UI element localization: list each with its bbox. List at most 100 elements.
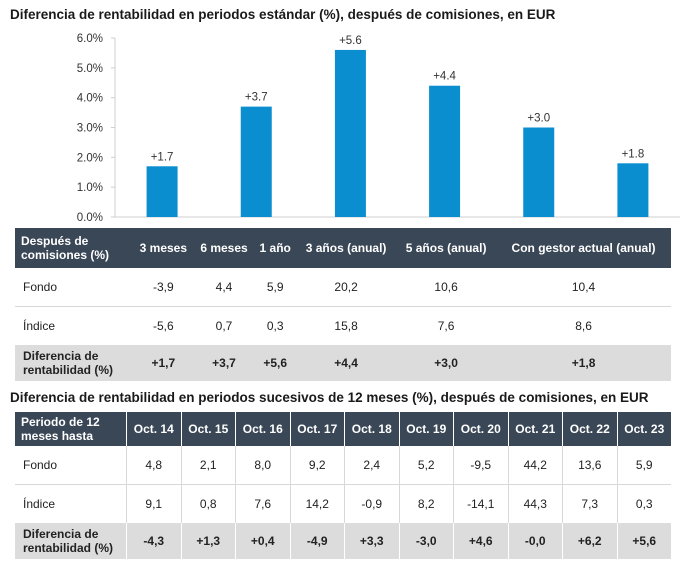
table-header-cell: 5 años (anual) <box>396 228 497 268</box>
table-cell: 5,9 <box>616 446 671 485</box>
table-cell: 7,6 <box>235 484 290 523</box>
data-label: +1.7 <box>151 151 174 163</box>
row-label: Índice <box>15 484 127 523</box>
bar <box>240 106 272 217</box>
table-cell: 8,0 <box>235 446 290 485</box>
data-label: +3.0 <box>527 113 550 125</box>
table-cell: -9,5 <box>453 446 508 485</box>
table-cell: +5,6 <box>254 345 297 381</box>
table-cell: 20,2 <box>334 280 358 294</box>
bar-chart: 0.0% 1.0% 2.0% 3.0% 4.0% 5.0% 6.0% +1.7 +3.7 +5.6… <box>77 33 680 224</box>
table-cell: +3,3 <box>344 523 399 559</box>
row-label: Índice <box>15 306 133 345</box>
table-cell: 0,3 <box>616 484 671 523</box>
table-cell: -3,0 <box>398 523 454 559</box>
table-cell: +1,7 <box>133 345 194 381</box>
table-header-cell: Oct. 19 <box>398 412 454 446</box>
table-cell: +1,8 <box>496 345 671 381</box>
table-row-indice: Índice -5,6 0,7 0,3 15,8 7,6 8,6 <box>15 306 671 345</box>
table-header-cell: Oct. 17 <box>289 412 345 446</box>
table-cell: -3,9 <box>152 280 174 294</box>
table-cell: 7,3 <box>562 484 617 523</box>
rolling-periods-table: Periodo de 12 meses hasta Oct. 14 Oct. 1… <box>15 412 671 559</box>
table-cell: -0,9 <box>344 484 399 523</box>
data-label: +5.6 <box>339 35 362 47</box>
y-tick-label: 3.0% <box>77 123 103 135</box>
table-cell: +5,6 <box>616 523 671 559</box>
table-header-cell: 6 meses <box>193 228 255 268</box>
table-cell: 13,6 <box>562 446 617 485</box>
table-cell: 44,2 <box>507 446 563 485</box>
table-row-diferencia: Diferencia de rentabilidad (%) -4,3 +1,3… <box>15 523 671 559</box>
y-tick-label: 2.0% <box>77 152 103 164</box>
table-cell: 5,2 <box>398 446 454 485</box>
table-cell: 4,8 <box>126 446 181 485</box>
data-label: +3.7 <box>245 92 268 104</box>
bar <box>429 85 461 217</box>
bar <box>523 127 555 217</box>
table-cell: 14,2 <box>289 484 345 523</box>
table-header-cell: Oct. 18 <box>344 412 399 446</box>
bar <box>334 49 366 217</box>
y-tick-label: 1.0% <box>77 182 103 194</box>
row-label: Diferencia de rentabilidad (%) <box>15 345 133 381</box>
y-tick-label: 6.0% <box>77 33 103 45</box>
data-label: +4.4 <box>433 71 456 83</box>
table-cell: 0,3 <box>254 306 297 345</box>
row-label: Fondo <box>23 280 58 294</box>
table-cell: 5,9 <box>266 280 284 294</box>
bar <box>146 166 178 217</box>
table-cell: 15,8 <box>296 306 397 345</box>
table-header-cell: 3 meses <box>133 228 194 268</box>
table-cell: +4,6 <box>453 523 508 559</box>
y-tick-label: 5.0% <box>77 63 103 75</box>
table-header-cell: Oct. 22 <box>562 412 617 446</box>
table-cell: 8,2 <box>398 484 454 523</box>
table-row-fondo: Fondo 4,8 2,1 8,0 9,2 2,4 5,2 -9,5 44,2 … <box>15 446 671 485</box>
table-cell: 4,4 <box>215 280 233 294</box>
table-cell: +0,4 <box>235 523 290 559</box>
standard-periods-table: Después de comisiones (%) 3 meses 6 mese… <box>15 228 671 381</box>
table-row-indice: Índice 9,1 0,8 7,6 14,2 -0,9 8,2 -14,1 4… <box>15 484 671 523</box>
table-cell: +3,0 <box>396 345 497 381</box>
table-cell: 8,6 <box>496 306 671 345</box>
table-cell: 0,7 <box>193 306 255 345</box>
table-header-cell: 1 año <box>254 228 297 268</box>
table-cell: 2,4 <box>344 446 399 485</box>
table-header-cell: Oct. 16 <box>235 412 290 446</box>
y-tick-label: 0.0% <box>77 212 103 224</box>
row-label: Diferencia de rentabilidad (%) <box>15 523 127 559</box>
table-header-label: Periodo de 12 meses hasta <box>15 412 127 446</box>
table-cell: 9,2 <box>289 446 345 485</box>
row-label: Fondo <box>23 458 58 472</box>
table-cell: -4,9 <box>289 523 345 559</box>
section-title: Diferencia de rentabilidad en periodos s… <box>10 390 649 405</box>
table-row-fondo: Fondo -3,9 4,4 5,9 20,2 10,6 10,4 <box>15 268 671 307</box>
table-header-cell: Con gestor actual (anual) <box>496 228 671 268</box>
data-label: +1.8 <box>622 148 645 160</box>
y-tick-label: 4.0% <box>77 93 103 105</box>
table-cell: 0,8 <box>180 484 236 523</box>
table-cell: 9,1 <box>126 484 181 523</box>
table-cell: 10,4 <box>571 280 596 294</box>
table-cell: 2,1 <box>180 446 236 485</box>
table-cell: 44,3 <box>507 484 563 523</box>
table-header-cell: Oct. 20 <box>453 412 508 446</box>
table-header-cell: Oct. 23 <box>616 412 671 446</box>
table-cell: -4,3 <box>126 523 181 559</box>
table-cell: 10,6 <box>434 280 458 294</box>
table-row-diferencia: Diferencia de rentabilidad (%) +1,7 +3,7… <box>15 345 671 381</box>
table-header-row: Después de comisiones (%) 3 meses 6 mese… <box>15 228 671 268</box>
bar <box>617 163 649 217</box>
table-cell: -5,6 <box>133 306 194 345</box>
table-cell: 7,6 <box>396 306 497 345</box>
table-header-cell: Oct. 21 <box>507 412 563 446</box>
table-cell: -0,0 <box>507 523 563 559</box>
table-cell: +6,2 <box>562 523 617 559</box>
table-header-cell: Oct. 14 <box>126 412 181 446</box>
table-header-cell: 3 años (anual) <box>296 228 397 268</box>
table-cell: +3,7 <box>193 345 255 381</box>
table-header-label: Después de comisiones (%) <box>15 228 133 268</box>
table-header-row: Periodo de 12 meses hasta Oct. 14 Oct. 1… <box>15 412 671 446</box>
table-cell: +1,3 <box>180 523 236 559</box>
